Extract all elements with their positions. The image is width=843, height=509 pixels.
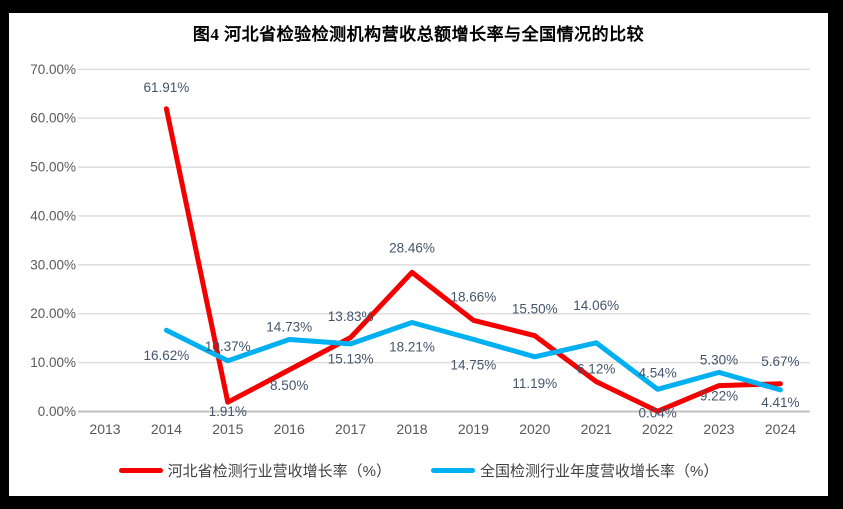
y-axis-tick-label: 60.00%: [30, 111, 76, 126]
x-axis-tick-label: 2020: [519, 421, 550, 437]
data-label: 1.91%: [209, 404, 247, 419]
data-label: 8.50%: [270, 378, 308, 393]
chart-panel: 图4 河北省检验检测机构营收总额增长率与全国情况的比较 0.00% 10.00% 2…: [9, 13, 828, 496]
data-label: 10.37%: [205, 339, 251, 354]
data-label: 18.66%: [451, 289, 497, 304]
chart-title: 图4 河北省检验检测机构营收总额增长率与全国情况的比较: [192, 25, 645, 44]
data-label: 28.46%: [389, 240, 435, 255]
x-axis-tick-label: 2018: [396, 421, 427, 437]
data-label: 6.12%: [577, 362, 615, 377]
x-axis-tick-label: 2017: [335, 421, 366, 437]
data-label: 14.73%: [266, 319, 312, 334]
series-line-hebei: [163, 106, 783, 414]
y-axis-tick-label: 0.00%: [38, 404, 76, 419]
data-label: 14.06%: [573, 298, 619, 313]
data-label: 5.67%: [761, 354, 799, 369]
national-series-swatch: [431, 468, 475, 473]
data-label: 11.19%: [512, 376, 557, 391]
x-axis-tick-label: 2021: [581, 421, 612, 437]
y-axis-tick-label: 30.00%: [30, 257, 76, 272]
y-axis-tick-label: 50.00%: [30, 160, 76, 175]
x-axis-tick-label: 2014: [151, 421, 182, 437]
legend-label-hebei: 河北省检测行业营收增长率（%）: [167, 463, 391, 480]
legend-item-national: 全国检测行业年度营收增长率（%）: [431, 460, 718, 481]
data-label: 9.22%: [700, 389, 738, 404]
x-axis-tick-label: 2023: [703, 421, 734, 437]
data-label: 14.75%: [451, 357, 497, 372]
x-axis-tick-label: 2013: [89, 421, 120, 437]
x-axis-tick-label: 2024: [765, 421, 796, 437]
x-axis-tick-label: 2019: [458, 421, 489, 437]
legend-item-hebei: 河北省检测行业营收增长率（%）: [118, 460, 391, 481]
data-label: 4.54%: [638, 365, 676, 380]
data-label: 0.04%: [638, 405, 676, 420]
x-axis-tick-label: 2016: [274, 421, 305, 437]
series-line-national: [163, 320, 783, 393]
y-axis-tick-label: 70.00%: [30, 62, 76, 77]
data-label: 4.41%: [761, 395, 799, 410]
y-axis-tick-label: 20.00%: [30, 306, 76, 321]
data-label: 15.50%: [512, 302, 558, 317]
data-label: 5.30%: [700, 352, 738, 367]
y-axis-tick-label: 10.00%: [30, 355, 76, 370]
x-axis-tick-label: 2015: [212, 421, 243, 437]
x-axis-tick-label: 2022: [642, 421, 673, 437]
hebei-series-swatch: [118, 468, 163, 473]
legend-label-national: 全国检测行业年度营收增长率（%）: [480, 463, 719, 480]
data-label: 18.21%: [389, 339, 435, 354]
data-label: 16.62%: [144, 348, 190, 363]
data-label: 13.83%: [328, 309, 374, 324]
data-label: 15.13%: [328, 352, 374, 367]
legend: 河北省检测行业营收增长率（%） 全国检测行业年度营收增长率（%）: [9, 460, 828, 481]
y-axis-tick-label: 40.00%: [30, 208, 76, 223]
data-label: 61.91%: [144, 80, 190, 95]
